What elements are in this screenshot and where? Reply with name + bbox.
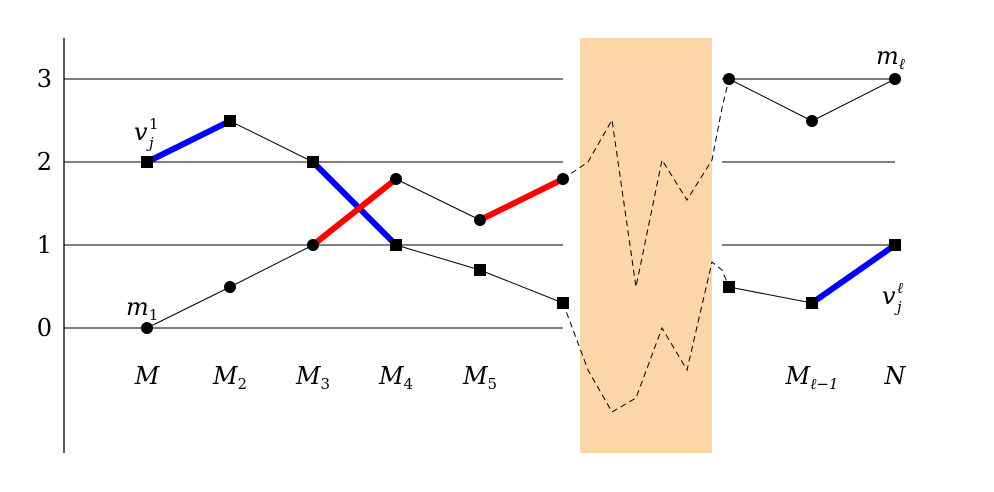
square-marker-right-2 bbox=[806, 297, 818, 309]
label-v-j-1-base: v bbox=[134, 118, 148, 146]
y-tick-label-0: 0 bbox=[37, 314, 52, 342]
blue-segment-3-4 bbox=[310, 159, 399, 248]
x-label-M2: M2 bbox=[212, 362, 247, 393]
blue-segment-1-2 bbox=[145, 118, 232, 165]
x-label-M4: M4 bbox=[378, 362, 413, 393]
circle-marker-4 bbox=[390, 173, 402, 185]
x-label-M-ell-minus-1: Mℓ−1 bbox=[785, 362, 839, 393]
circle-marker-right-2 bbox=[806, 115, 818, 127]
circle-marker-1 bbox=[141, 322, 153, 334]
label-v-j-1-sub: j bbox=[146, 134, 154, 152]
square-marker-4 bbox=[390, 239, 402, 251]
label-m-ell: mℓ bbox=[876, 42, 905, 73]
circle-marker-2 bbox=[224, 281, 236, 293]
y-tick-label-2: 2 bbox=[37, 148, 52, 176]
blue-segment-right bbox=[810, 242, 897, 306]
red-segment-3-4 bbox=[311, 176, 398, 248]
lower-segment-4-5 bbox=[395, 178, 481, 221]
x-label-N: N bbox=[884, 362, 907, 390]
circle-marker-5 bbox=[474, 214, 486, 226]
circle-marker-right-3 bbox=[889, 73, 901, 85]
label-v-j-1: v 1 j bbox=[134, 115, 159, 152]
circle-marker-3 bbox=[307, 239, 319, 251]
omitted-region-band bbox=[580, 38, 712, 453]
dashed-path-lower bbox=[562, 261, 730, 413]
square-marker-2 bbox=[224, 115, 236, 127]
circle-marker-6 bbox=[557, 173, 569, 185]
upper-segment-4-5 bbox=[395, 244, 481, 271]
grid-lines-left bbox=[64, 78, 563, 329]
square-markers bbox=[141, 115, 901, 309]
label-v-j-ell: v ℓ j bbox=[882, 279, 903, 316]
square-marker-5 bbox=[474, 264, 486, 276]
red-segment-5-6 bbox=[478, 176, 565, 223]
square-marker-1 bbox=[141, 156, 153, 168]
label-v-j-1-sup: 1 bbox=[149, 115, 159, 133]
path-segments bbox=[146, 78, 896, 329]
upper-segment-right-1 bbox=[728, 286, 813, 304]
y-tick-label-3: 3 bbox=[37, 65, 52, 93]
label-v-j-ell-base: v bbox=[882, 282, 896, 310]
dashed-continuations bbox=[562, 78, 730, 413]
x-axis-labels: M M2 M3 M4 M5 Mℓ−1 N bbox=[134, 362, 907, 393]
label-m1: m1 bbox=[126, 293, 158, 324]
square-marker-6 bbox=[557, 297, 569, 309]
x-label-M3: M3 bbox=[295, 362, 330, 393]
lower-segment-2-3 bbox=[229, 244, 314, 288]
x-label-M5: M5 bbox=[462, 362, 497, 393]
circle-markers bbox=[141, 73, 901, 334]
x-label-M: M bbox=[134, 362, 161, 390]
label-v-j-ell-sub: j bbox=[894, 298, 902, 316]
lower-segment-right-1 bbox=[728, 78, 813, 122]
label-v-j-ell-sup: ℓ bbox=[897, 279, 903, 297]
highlighted-segments bbox=[145, 118, 897, 306]
lower-segment-right-2 bbox=[811, 78, 896, 122]
y-tick-label-1: 1 bbox=[37, 231, 52, 259]
circle-marker-right-1 bbox=[723, 73, 735, 85]
square-marker-3 bbox=[307, 156, 319, 168]
lower-segment-1-2 bbox=[146, 286, 231, 329]
y-tick-labels: 3 2 1 0 bbox=[37, 65, 52, 342]
square-marker-right-3 bbox=[889, 239, 901, 251]
upper-segment-5-6 bbox=[479, 269, 564, 304]
square-marker-right-1 bbox=[723, 281, 735, 293]
upper-segment-2-3 bbox=[229, 120, 314, 163]
grid-lines-right bbox=[722, 78, 895, 246]
